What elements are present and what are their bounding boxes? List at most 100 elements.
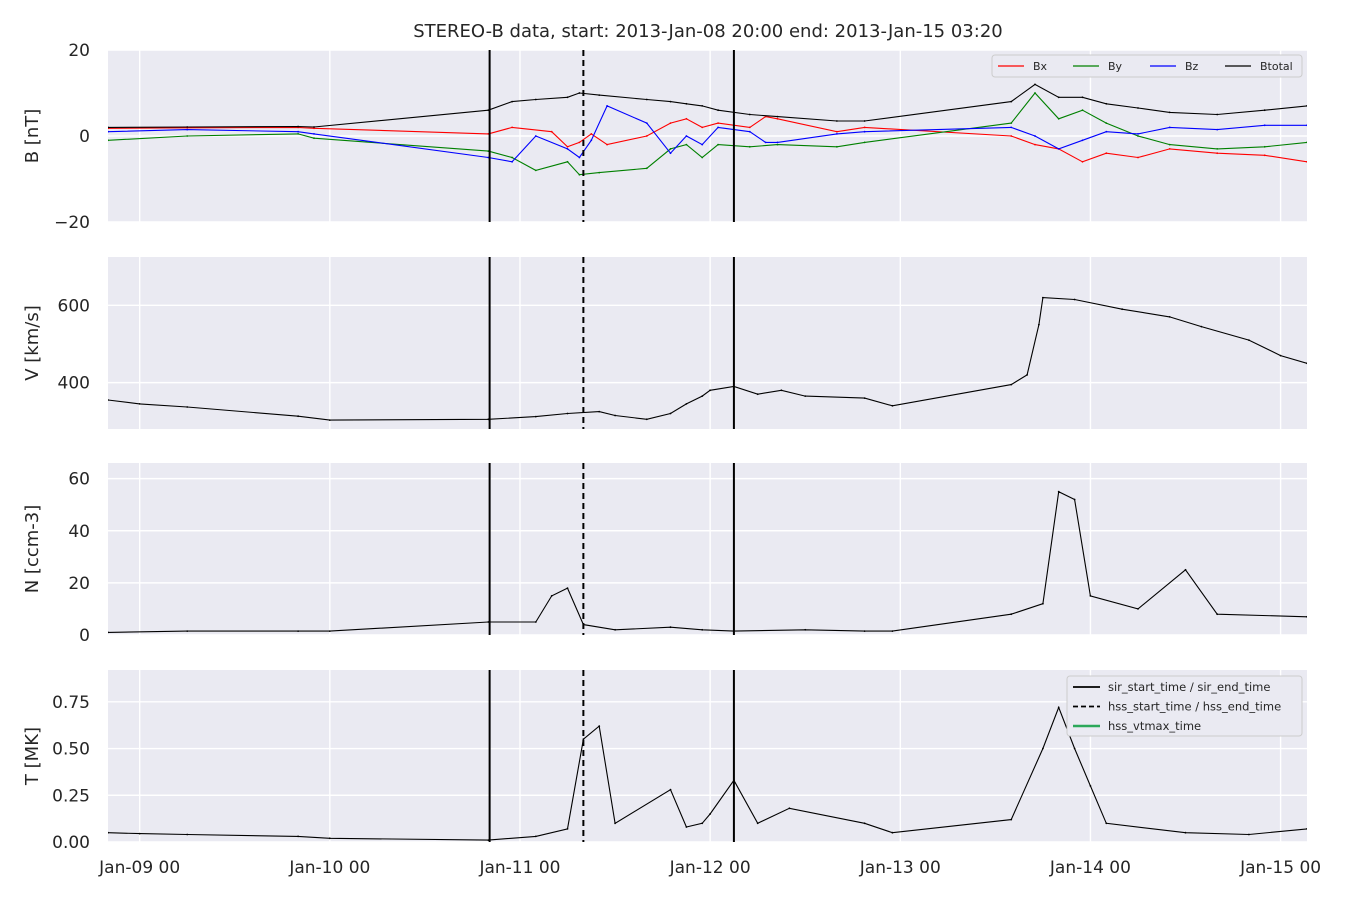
data-point [566,145,569,148]
data-point [534,98,537,101]
data-point [578,156,581,159]
data-point [891,404,894,407]
panel-1: 400 600 V [km/s] [22,257,1307,429]
data-point [582,738,585,741]
data-point [748,145,751,148]
data-point [313,126,315,128]
data-point [685,135,688,137]
data-point [1081,109,1084,112]
data-point [1034,143,1036,146]
data-point [645,98,648,101]
data-point [313,127,315,130]
data-point [776,141,779,144]
y-tick-label: 0.75 [52,693,90,713]
data-point [534,169,537,172]
data-point [606,105,608,107]
data-point [891,630,894,632]
data-point [764,141,767,144]
data-point [108,139,109,142]
series-group [108,83,1307,176]
data-point [598,94,601,96]
panel-0: −20 0 20 B [nT] Bx By Bz Btotal [22,41,1307,233]
y-tick-label: 0 [79,626,90,646]
data-point [1121,308,1123,311]
data-point [1216,128,1219,131]
data-point [1010,613,1013,616]
data-point [578,92,581,94]
data-point [717,126,719,129]
data-point [578,173,581,176]
data-point [685,403,688,405]
data-point [863,141,866,144]
data-point [186,406,189,408]
data-point [804,395,807,397]
data-point [534,415,537,418]
data-point [1137,133,1139,135]
data-point [1010,126,1013,129]
y-tick-label: 20 [68,41,90,61]
x-tick-label: Jan-11 00 [478,858,560,878]
data-point [566,148,569,150]
data-point [836,133,838,135]
data-point [685,826,688,828]
data-point [1306,141,1307,144]
data-point [1279,354,1282,357]
data-point [186,128,189,131]
x-tick-label: Jan-09 00 [98,858,180,878]
x-axis: Jan-09 00 Jan-10 00 Jan-11 00 Jan-12 00 Jan-… [98,858,1321,878]
data-point [108,399,109,401]
panel-2: 0 20 40 60 N [ccm-3] [22,463,1307,646]
data-point [598,410,601,413]
panels: −20 0 20 B [nT] Bx By Bz Btotal 400 600 V [km/s] 0 2… [22,41,1307,853]
data-point [1168,111,1171,114]
data-point [511,156,513,159]
data-point [566,828,569,830]
data-point [669,152,672,155]
chart-title: STEREO-B data, start: 2013-Jan-08 20:00 … [413,21,1002,42]
data-point [598,171,601,174]
data-point [186,126,189,128]
data-point [863,126,866,129]
data-point [108,631,109,634]
data-point [1010,383,1013,386]
data-point [138,832,141,835]
y-tick-label: −20 [54,213,90,233]
data-point [685,102,688,105]
y-tick-label: 0 [79,127,90,147]
data-point [645,418,648,421]
data-point [1042,602,1044,605]
data-point [1168,143,1171,146]
data-point [701,105,704,107]
data-point [1073,747,1076,750]
data-point [717,109,719,112]
data-point [1057,490,1060,493]
data-point [645,167,648,170]
data-point [863,822,866,825]
data-point [1057,117,1060,120]
y-tick-label: 20 [68,574,90,594]
data-point [1081,160,1084,163]
y-tick-label: 0.00 [52,833,90,853]
legend-label: sir_start_time / sir_end_time [1108,680,1270,694]
panel-3: 0.00 0.25 0.50 0.75 T [MK] sir_start_time / s… [22,670,1307,853]
data-point [1034,92,1036,94]
data-point [1306,828,1307,830]
data-point [1105,822,1108,825]
data-point [1168,316,1171,318]
data-point [701,628,704,631]
data-point [1042,296,1044,299]
data-point [1010,122,1013,124]
series-line-v [108,297,1307,421]
data-point [1057,706,1060,709]
data-point [1057,96,1060,99]
data-point [1010,100,1013,103]
data-point [788,807,791,810]
data-point [297,415,299,418]
data-point [891,831,894,834]
data-point [685,117,688,120]
data-point [701,822,704,825]
data-point [709,389,711,392]
data-point [836,130,838,133]
data-point [186,630,189,632]
